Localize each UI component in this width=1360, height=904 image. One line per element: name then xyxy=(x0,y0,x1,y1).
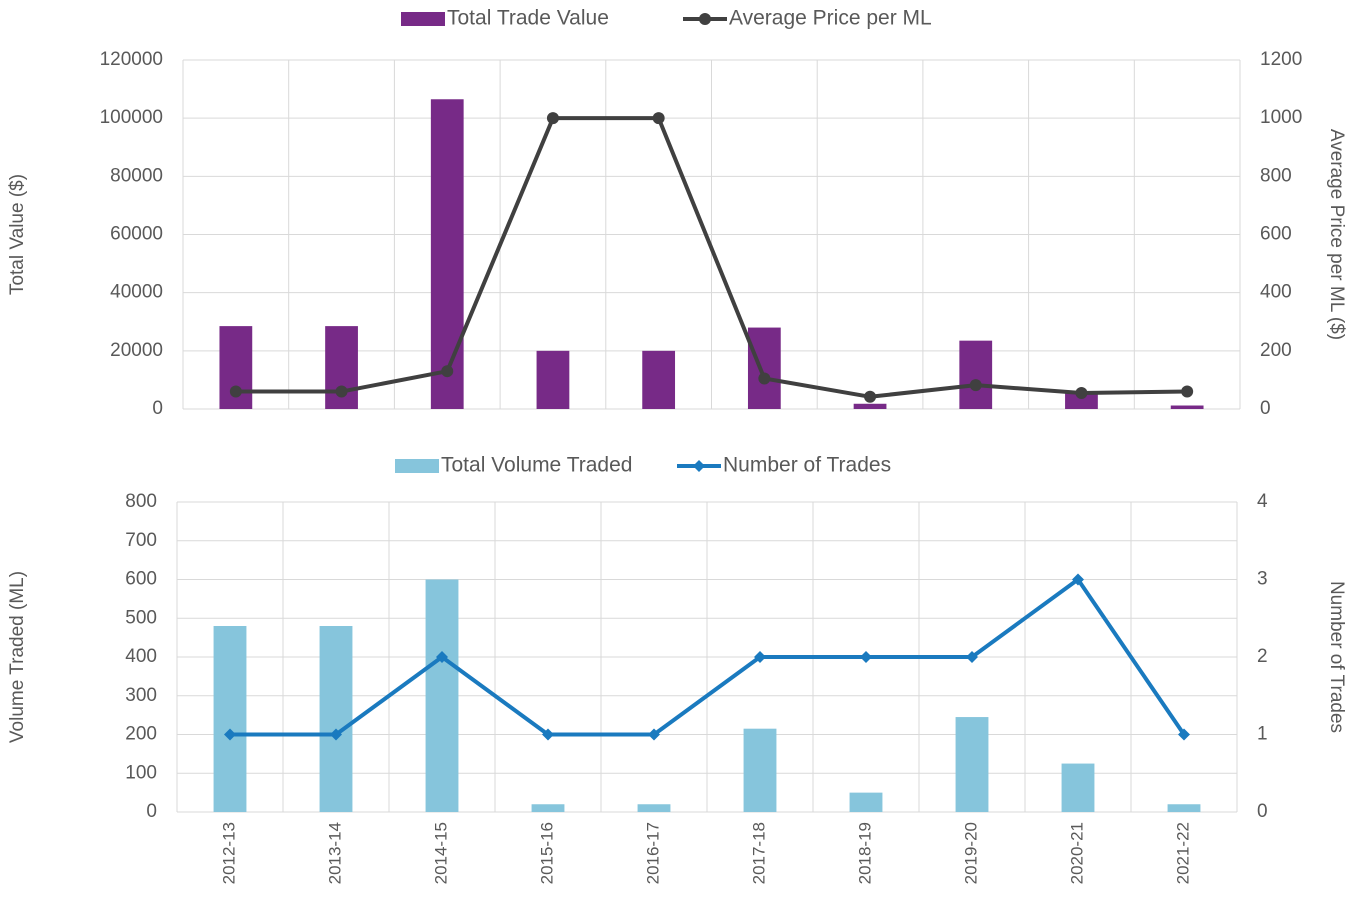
legend-swatch xyxy=(395,459,439,473)
bar xyxy=(743,728,777,812)
y-tick-label: 80000 xyxy=(110,165,163,186)
y-tick-label: 600 xyxy=(125,569,157,590)
y-tick-label: 100 xyxy=(125,762,157,783)
x-tick-label: 2017-18 xyxy=(749,822,768,884)
y2-tick-label: 200 xyxy=(1260,340,1292,361)
point xyxy=(436,651,448,663)
bar xyxy=(1167,804,1201,812)
line xyxy=(235,116,1188,399)
bar xyxy=(849,792,883,812)
point xyxy=(546,112,559,125)
legend-swatch xyxy=(401,12,445,26)
y-tick-label: 200 xyxy=(125,724,157,745)
point xyxy=(1178,728,1190,741)
point xyxy=(542,728,554,741)
x-tick-label: 2014-15 xyxy=(431,822,450,884)
point xyxy=(330,728,342,741)
y2-tick-label: 1200 xyxy=(1260,49,1302,70)
y2-tick-label: 4 xyxy=(1257,491,1268,512)
point xyxy=(652,112,665,125)
point xyxy=(1181,385,1194,398)
point xyxy=(1072,573,1084,586)
y-tick-label: 700 xyxy=(125,530,157,551)
x-tick-label: 2015-16 xyxy=(537,822,556,884)
y-tick-label: 800 xyxy=(125,491,157,512)
y-tick-label: 0 xyxy=(152,398,163,419)
x-tick-label: 2016-17 xyxy=(643,822,662,884)
point xyxy=(224,728,236,741)
y-tick-label: 400 xyxy=(125,646,157,667)
x-tick-label: 2013-14 xyxy=(325,822,344,884)
line xyxy=(230,577,1186,737)
point xyxy=(229,385,242,398)
y2-axis-title: Number of Trades xyxy=(1326,581,1347,733)
x-tick-label: 2020-21 xyxy=(1067,822,1086,884)
legend-label: Average Price per ML xyxy=(729,7,932,30)
bar xyxy=(637,804,671,812)
bar xyxy=(853,403,887,409)
bar xyxy=(642,350,676,409)
point xyxy=(754,651,766,663)
x-tick-label: 2012-13 xyxy=(219,822,238,884)
bar xyxy=(1170,405,1204,409)
point xyxy=(648,728,660,741)
y2-axis-title: Average Price per ML ($) xyxy=(1326,129,1347,340)
point xyxy=(441,365,454,378)
bar xyxy=(531,804,565,812)
legend-marker xyxy=(699,13,711,25)
bar xyxy=(430,99,464,409)
point xyxy=(864,390,877,403)
point xyxy=(335,385,348,398)
y2-tick-label: 1000 xyxy=(1260,107,1302,128)
x-tick-label: 2021-22 xyxy=(1173,822,1192,884)
y2-tick-label: 3 xyxy=(1257,569,1268,590)
y-tick-label: 100000 xyxy=(100,107,163,128)
point xyxy=(1075,387,1088,400)
y-axis-title: Volume Traded (ML) xyxy=(7,571,28,743)
y-tick-label: 120000 xyxy=(100,49,163,70)
y2-tick-label: 1 xyxy=(1257,724,1268,745)
y-tick-label: 20000 xyxy=(110,340,163,361)
bar xyxy=(213,626,247,812)
y2-tick-label: 2 xyxy=(1257,646,1268,667)
bar xyxy=(959,340,993,409)
y2-tick-label: 400 xyxy=(1260,282,1292,303)
y-axis-title: Total Value ($) xyxy=(7,174,28,295)
point xyxy=(860,651,872,663)
y-tick-label: 40000 xyxy=(110,282,163,303)
x-tick-label: 2018-19 xyxy=(855,822,874,884)
y2-tick-label: 800 xyxy=(1260,165,1292,186)
bar xyxy=(536,350,570,409)
point xyxy=(969,379,982,392)
x-tick-label: 2019-20 xyxy=(961,822,980,884)
bar xyxy=(319,626,353,812)
bar xyxy=(425,579,459,812)
legend-label: Total Trade Value xyxy=(447,7,609,30)
y-tick-label: 500 xyxy=(125,607,157,628)
legend-label: Number of Trades xyxy=(723,454,891,477)
point xyxy=(758,372,771,385)
y2-tick-label: 600 xyxy=(1260,224,1292,245)
y-tick-label: 0 xyxy=(146,801,157,822)
point xyxy=(966,651,978,663)
y-tick-label: 60000 xyxy=(110,224,163,245)
y2-tick-label: 0 xyxy=(1257,801,1268,822)
bar xyxy=(955,717,989,812)
legend-marker xyxy=(693,460,705,472)
legend-label: Total Volume Traded xyxy=(441,454,632,477)
bar xyxy=(1061,763,1095,812)
y2-tick-label: 0 xyxy=(1260,398,1271,419)
y-tick-label: 300 xyxy=(125,685,157,706)
bar xyxy=(1065,391,1098,409)
bar xyxy=(747,327,781,409)
